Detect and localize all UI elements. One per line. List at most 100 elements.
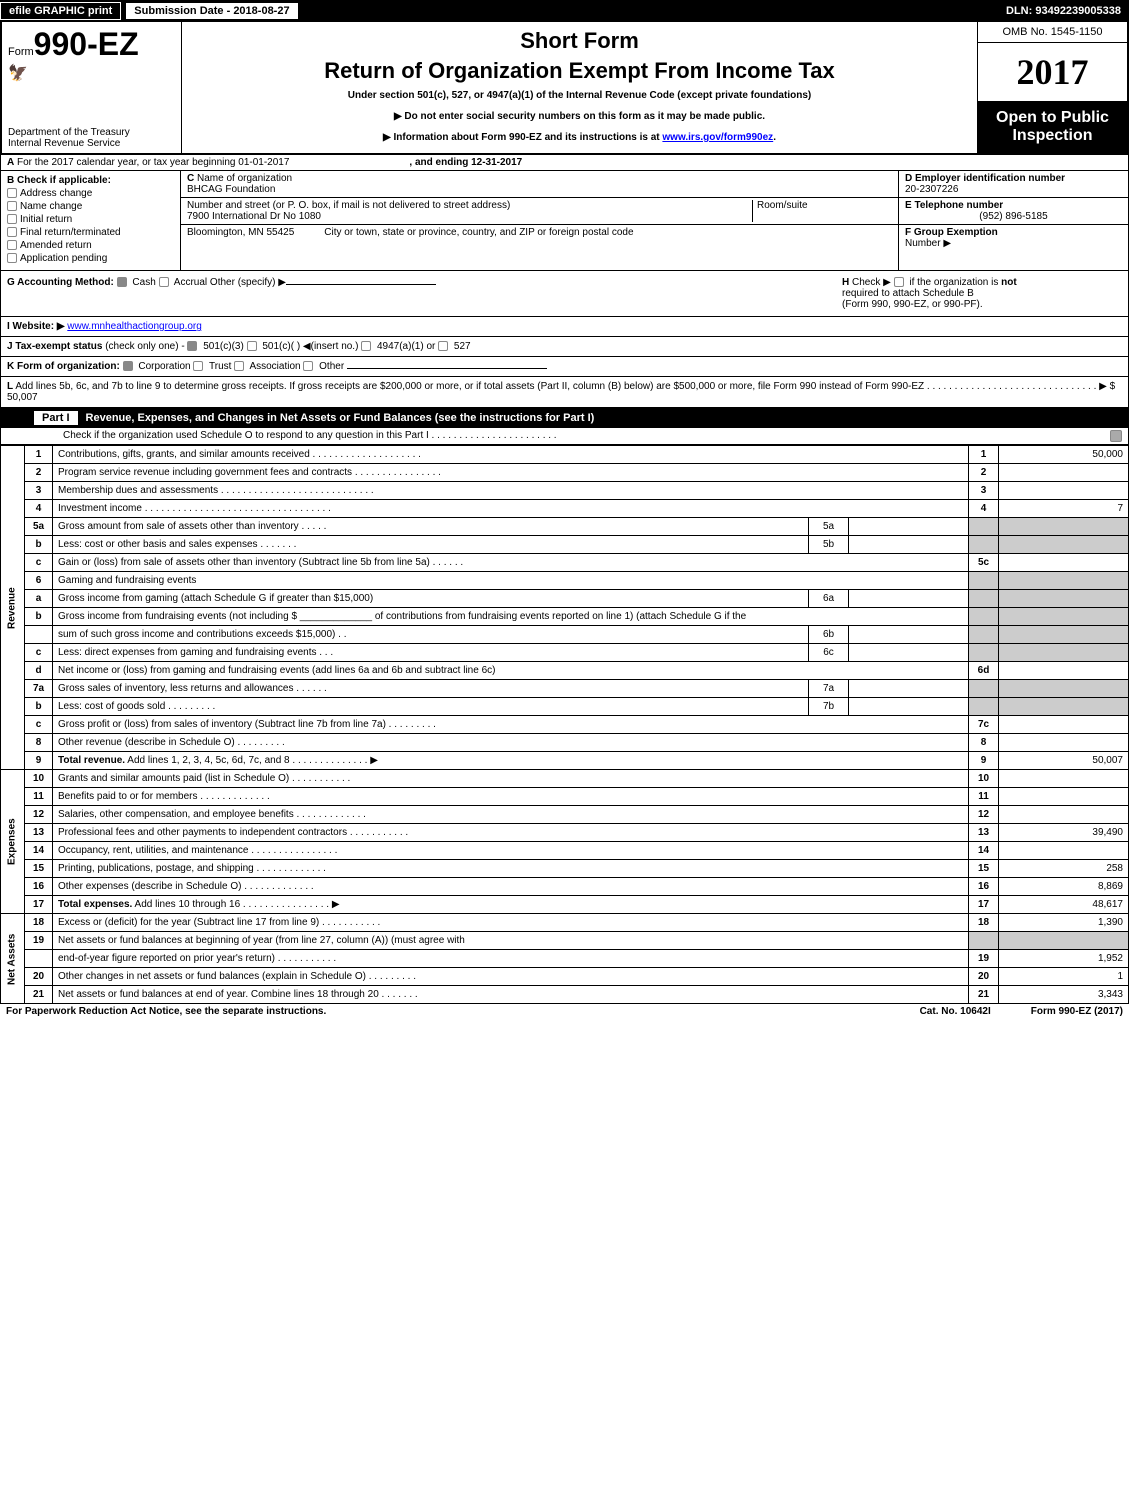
table-row: cGain or (loss) from sale of assets othe… (1, 554, 1129, 572)
column-number: 13 (969, 824, 999, 842)
irs-link[interactable]: www.irs.gov/form990ez (662, 132, 773, 143)
checkbox-accrual[interactable] (159, 277, 169, 287)
info-prefix: ▶ Information about Form 990-EZ and its … (383, 132, 662, 143)
amount-value: 7 (999, 500, 1129, 518)
line-number: 12 (25, 806, 53, 824)
opt-name-change: Name change (20, 201, 82, 212)
table-row: 4Investment income . . . . . . . . . . .… (1, 500, 1129, 518)
tax-year-large: 2017 (978, 43, 1127, 101)
line-description: end-of-year figure reported on prior yea… (53, 950, 969, 968)
org-name-label: Name of organization (197, 173, 292, 184)
opt-corp: Corporation (138, 361, 190, 372)
city-label: City or town, state or province, country… (324, 227, 633, 238)
return-title: Return of Organization Exempt From Incom… (188, 58, 971, 84)
street-value: 7900 International Dr No 1080 (187, 211, 752, 222)
section-b: B Check if applicable: Address change Na… (1, 171, 181, 270)
shaded-cell (999, 572, 1129, 590)
amount-value: 3,343 (999, 986, 1129, 1004)
column-number: 20 (969, 968, 999, 986)
checkbox-other-org[interactable] (303, 361, 313, 371)
form-org-row: K Form of organization: Corporation Trus… (0, 357, 1129, 377)
amount-value: 50,007 (999, 752, 1129, 770)
checkbox-corp[interactable] (123, 361, 133, 371)
amount-value (999, 788, 1129, 806)
line-number: 4 (25, 500, 53, 518)
line-description: Total revenue. Add lines 1, 2, 3, 4, 5c,… (53, 752, 969, 770)
header-left: Form990-EZ 🦅 Department of the Treasury … (2, 22, 182, 153)
line-description: Benefits paid to or for members . . . . … (53, 788, 969, 806)
part1-title: Revenue, Expenses, and Changes in Net As… (86, 412, 595, 424)
checkbox-trust[interactable] (193, 361, 203, 371)
sub-line-number: 6c (809, 644, 849, 662)
form-ref: Form 990-EZ (2017) (1031, 1006, 1123, 1017)
line-description: Grants and similar amounts paid (list in… (53, 770, 969, 788)
column-number: 2 (969, 464, 999, 482)
website-link[interactable]: www.mnhealthactiongroup.org (67, 321, 202, 332)
tax-exempt-row: J Tax-exempt status (check only one) - 5… (0, 337, 1129, 357)
table-row: bGross income from fundraising events (n… (1, 608, 1129, 626)
label-l: L (7, 381, 13, 392)
checkbox-assoc[interactable] (234, 361, 244, 371)
amount-value (999, 842, 1129, 860)
column-number: 7c (969, 716, 999, 734)
checkbox-amended-return[interactable] (7, 240, 17, 250)
checkbox-cash[interactable] (117, 277, 127, 287)
omb-number: OMB No. 1545-1150 (978, 22, 1127, 43)
checkbox-final-return[interactable] (7, 227, 17, 237)
checkbox-h[interactable] (894, 277, 904, 287)
org-name: BHCAG Foundation (187, 184, 892, 195)
open-to-public: Open to Public Inspection (978, 101, 1127, 153)
checkbox-schedule-o[interactable] (1110, 430, 1122, 442)
table-row: 13Professional fees and other payments t… (1, 824, 1129, 842)
table-row: 3Membership dues and assessments . . . .… (1, 482, 1129, 500)
checkbox-501c3[interactable] (187, 341, 197, 351)
amount-value (999, 662, 1129, 680)
column-number: 6d (969, 662, 999, 680)
line-description: Occupancy, rent, utilities, and maintena… (53, 842, 969, 860)
dln-number: DLN: 93492239005338 (998, 3, 1129, 19)
checkbox-name-change[interactable] (7, 201, 17, 211)
label-c: C (187, 173, 194, 184)
line-number: 15 (25, 860, 53, 878)
shaded-cell (969, 680, 999, 698)
opt-other-specify: Other (specify) ▶ (210, 277, 286, 288)
page-footer: For Paperwork Reduction Act Notice, see … (0, 1004, 1129, 1019)
info-instructions: ▶ Information about Form 990-EZ and its … (188, 132, 971, 143)
line-description: Gross profit or (loss) from sales of inv… (53, 716, 969, 734)
amount-value: 39,490 (999, 824, 1129, 842)
check-if-label: Check if applicable: (17, 175, 111, 186)
checkbox-application-pending[interactable] (7, 253, 17, 263)
table-row: bLess: cost or other basis and sales exp… (1, 536, 1129, 554)
j-note: (check only one) - (105, 341, 184, 352)
checkbox-initial-return[interactable] (7, 214, 17, 224)
table-row: cGross profit or (loss) from sales of in… (1, 716, 1129, 734)
checkbox-527[interactable] (438, 341, 448, 351)
line-number: b (25, 536, 53, 554)
check-o-row: Check if the organization used Schedule … (0, 428, 1129, 445)
table-row: Revenue1Contributions, gifts, grants, an… (1, 446, 1129, 464)
line-number: d (25, 662, 53, 680)
label-i: I Website: ▶ (7, 321, 65, 332)
checkbox-4947[interactable] (361, 341, 371, 351)
line-number: 21 (25, 986, 53, 1004)
opt-501c3: 501(c)(3) (203, 341, 244, 352)
h-text2: required to attach Schedule B (842, 288, 974, 299)
room-suite-label: Room/suite (752, 200, 892, 222)
shaded-cell (999, 932, 1129, 950)
amount-value (999, 464, 1129, 482)
column-number: 8 (969, 734, 999, 752)
form-number: 990-EZ (34, 26, 139, 62)
shaded-cell (969, 932, 999, 950)
checkbox-501c[interactable] (247, 341, 257, 351)
part1-header: Part I Revenue, Expenses, and Changes in… (0, 408, 1129, 428)
sub-line-number: 6b (809, 626, 849, 644)
checkbox-address-change[interactable] (7, 188, 17, 198)
column-number: 3 (969, 482, 999, 500)
form-header: Form990-EZ 🦅 Department of the Treasury … (0, 22, 1129, 155)
irs-label: Internal Revenue Service (8, 138, 175, 149)
shaded-cell (969, 698, 999, 716)
shaded-cell (999, 608, 1129, 626)
line-description: Gross amount from sale of assets other t… (53, 518, 809, 536)
amount-value (999, 554, 1129, 572)
line-description: Less: direct expenses from gaming and fu… (53, 644, 809, 662)
